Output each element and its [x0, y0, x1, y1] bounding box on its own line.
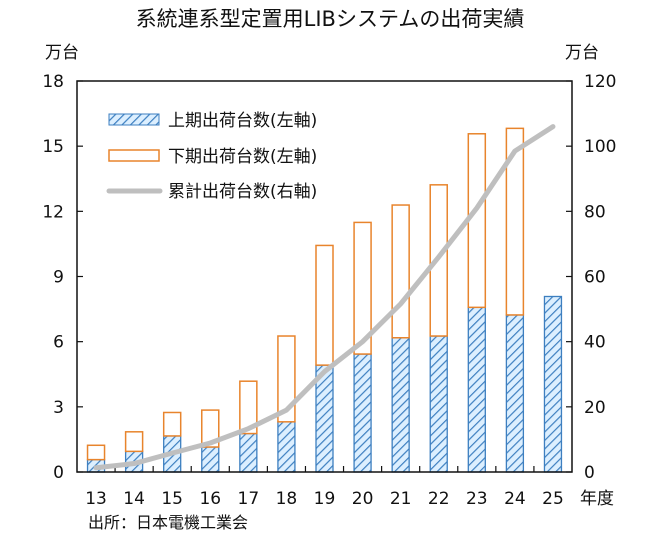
left-tick-label: 6 — [53, 333, 64, 353]
bar-first-half — [239, 432, 258, 473]
right-tick-label: 40 — [584, 333, 606, 353]
x-tick-label: 23 — [466, 489, 488, 509]
x-axis-label: 年度 — [580, 489, 614, 509]
x-tick-label: 21 — [390, 489, 412, 509]
left-axis-unit: 万台 — [45, 43, 79, 63]
bar-second-half — [277, 335, 296, 423]
x-tick-label: 24 — [504, 489, 526, 509]
bar-first-half — [467, 306, 486, 473]
x-tick-label: 25 — [542, 489, 564, 509]
x-tick-label: 13 — [85, 489, 107, 509]
bar-second-half — [124, 431, 144, 453]
legend-label-second-half: 下期出荷台数(左軸) — [168, 147, 317, 167]
bar-first-half — [201, 446, 220, 473]
x-tick-label: 14 — [123, 489, 145, 509]
left-tick-label: 3 — [53, 398, 64, 418]
chart-title: 系統連系型定置用LIBシステムの出荷実績 — [136, 7, 525, 31]
bar-first-half — [391, 337, 410, 473]
bar-first-half — [353, 353, 372, 473]
bar-second-half — [505, 127, 525, 316]
x-tick-label: 15 — [161, 489, 183, 509]
bar-first-half — [277, 421, 296, 473]
x-tick-label: 19 — [314, 489, 336, 509]
right-tick-label: 20 — [584, 398, 606, 418]
left-tick-label: 0 — [53, 463, 64, 483]
x-tick-label: 18 — [276, 489, 298, 509]
legend-swatch-first-half — [108, 113, 160, 126]
x-tick-label: 20 — [352, 489, 374, 509]
bar-second-half — [315, 244, 334, 366]
x-tick-label: 17 — [238, 489, 260, 509]
bar-second-half — [162, 411, 182, 437]
right-tick-label: 60 — [584, 268, 606, 288]
x-tick-label: 16 — [199, 489, 221, 509]
bar-first-half — [543, 295, 563, 473]
right-tick-label: 120 — [584, 72, 616, 92]
bar-second-half — [391, 204, 410, 339]
bar-second-half — [201, 409, 220, 448]
right-tick-label: 80 — [584, 202, 606, 222]
legend-label-cumulative: 累計出荷台数(右軸) — [168, 182, 317, 202]
legend: 上期出荷台数(左軸) 下期出荷台数(左軸) 累計出荷台数(右軸) — [106, 111, 317, 202]
plot-frame — [76, 80, 573, 473]
bar-second-half — [353, 221, 372, 355]
left-tick-label: 18 — [42, 72, 64, 92]
bar-second-half — [86, 444, 106, 461]
legend-swatch-second-half — [108, 149, 160, 162]
right-tick-label: 100 — [584, 137, 616, 157]
left-tick-label: 9 — [53, 268, 64, 288]
source-note: 出所：日本電機工業会 — [88, 513, 248, 532]
left-tick-label: 15 — [42, 137, 64, 157]
left-tick-label: 12 — [42, 202, 64, 222]
bar-first-half — [505, 314, 525, 473]
bar-second-half — [239, 380, 258, 435]
legend-label-first-half: 上期出荷台数(左軸) — [168, 111, 317, 131]
right-tick-label: 0 — [584, 463, 595, 483]
right-axis-unit: 万台 — [565, 43, 599, 63]
bar-second-half — [467, 133, 487, 309]
x-tick-label: 22 — [428, 489, 450, 509]
bar-first-half — [429, 335, 448, 473]
